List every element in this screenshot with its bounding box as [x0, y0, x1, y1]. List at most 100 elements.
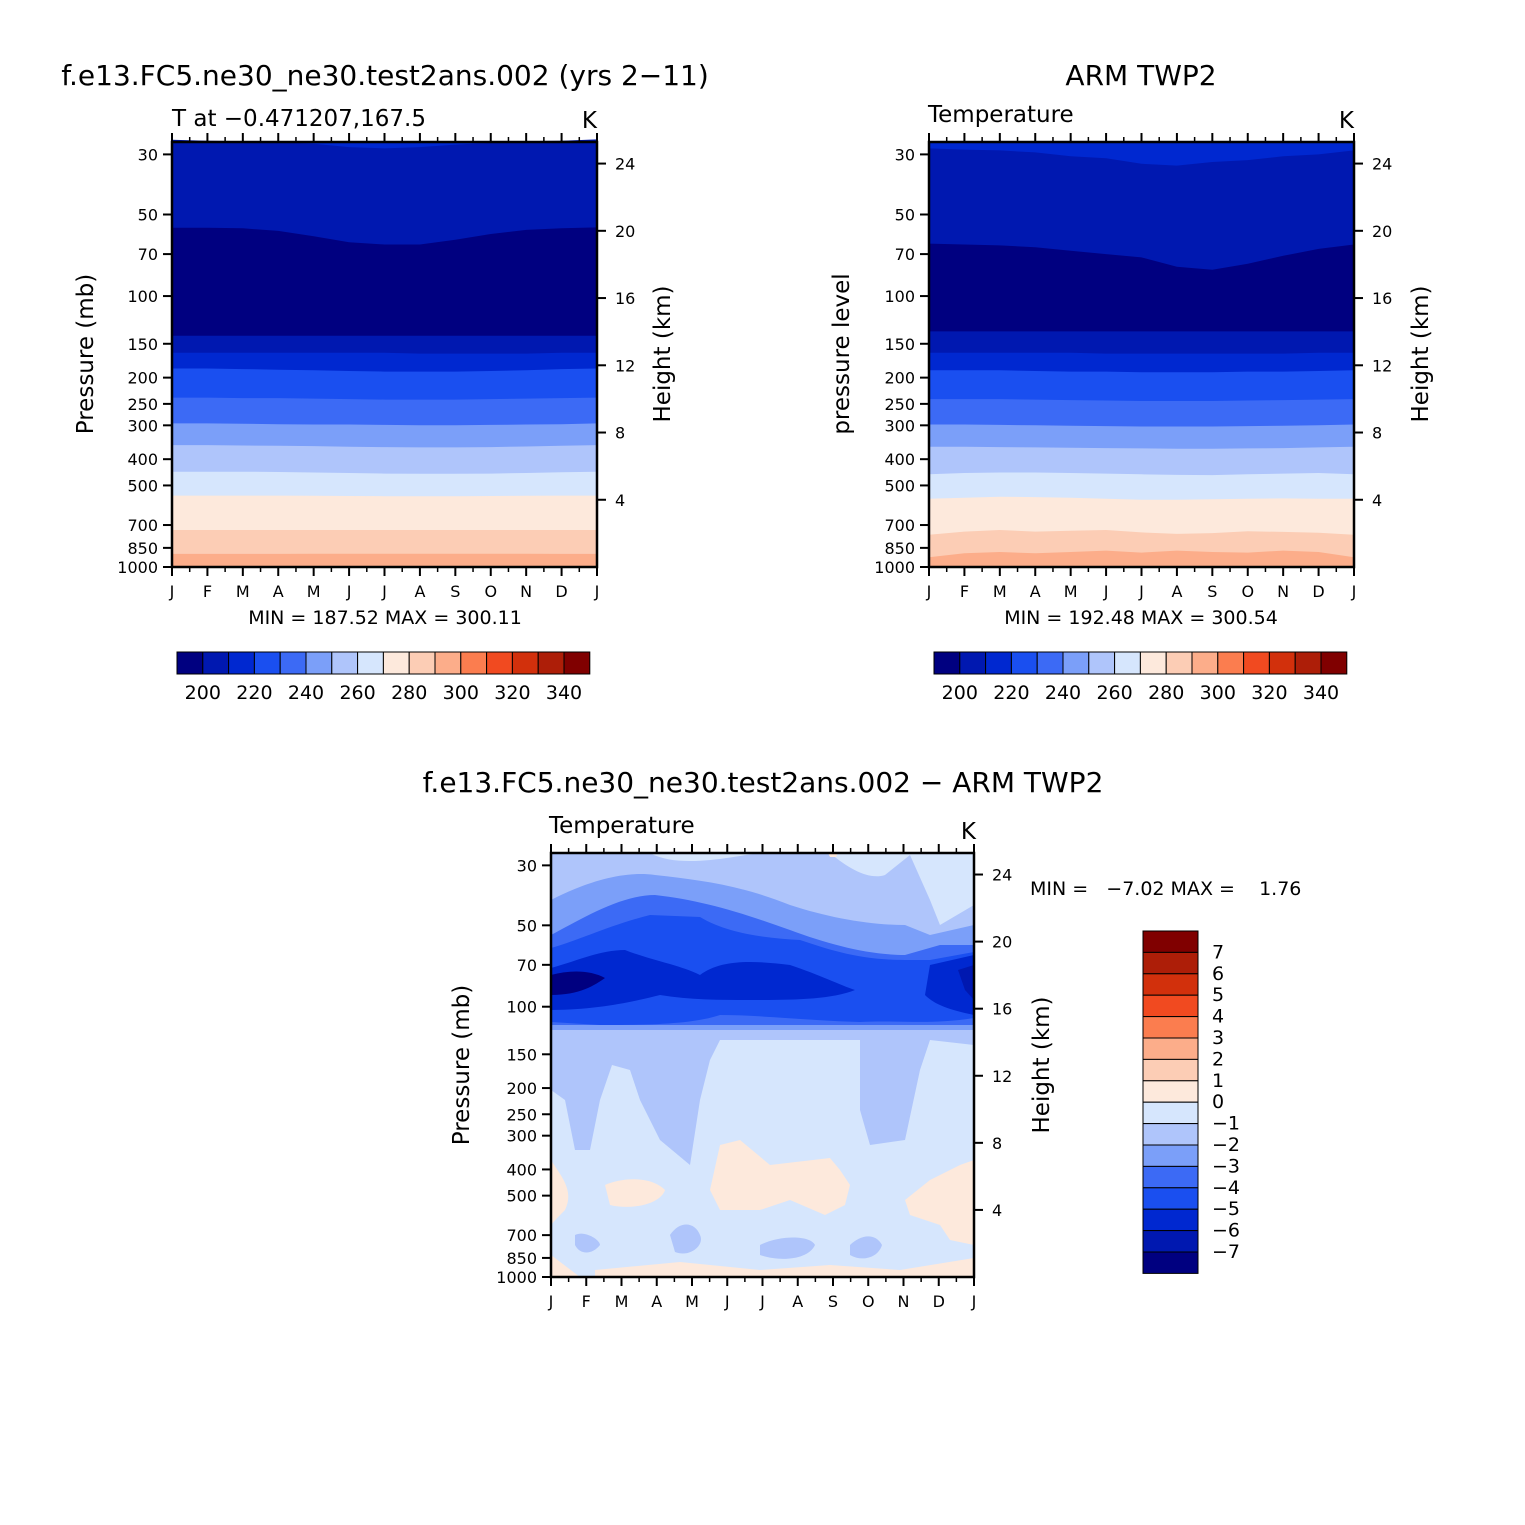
height-tick-label: 12 [615, 356, 635, 375]
colorbar-swatch [1268, 651, 1296, 675]
colorbar-swatch [1191, 651, 1219, 675]
colorbar-label: 4 [1212, 1006, 1224, 1028]
panel-model-subtitle: T at −0.471207,167.5 [171, 106, 426, 132]
y-tick-label: 100 [884, 287, 915, 306]
y-tick-label: 200 [884, 369, 915, 388]
x-tick-label: N [898, 1292, 910, 1311]
y-tick-label: 70 [138, 245, 158, 264]
colorbar-swatch [985, 651, 1012, 675]
x-tick-label: S [450, 582, 460, 601]
colorbar-swatch [563, 651, 591, 675]
panel-diff-ylabel-right: Height (km) [1029, 996, 1055, 1133]
colorbar-swatch [434, 651, 462, 675]
colorbar-label: 240 [1045, 682, 1081, 704]
y-tick-label: 200 [127, 369, 158, 388]
panel-obs-stats: MIN = 192.48 MAX = 300.54 [1004, 607, 1278, 629]
colorbar-swatch [331, 651, 359, 675]
x-tick-label: A [1030, 582, 1041, 601]
panel-diff-stats: MIN = −7.02 MAX = 1.76 [1030, 878, 1301, 900]
y-tick-label: 50 [138, 206, 158, 225]
diff-region-m7 [551, 971, 605, 995]
colorbar-swatch [1142, 994, 1199, 1018]
colorbar-swatch [1088, 651, 1116, 675]
diff-region-m1b [551, 1035, 974, 1165]
y-tick-label: 850 [884, 539, 915, 558]
panel-model-stats: MIN = 187.52 MAX = 300.11 [248, 607, 522, 629]
colorbar-label: 300 [443, 682, 479, 704]
x-tick-label: N [520, 582, 532, 601]
colorbar-swatch [959, 651, 987, 675]
colorbar-label: 1 [1212, 1070, 1224, 1092]
panel-model-colorbar: 200 220 240 260 280 300 320 340 [176, 651, 591, 704]
colorbar-swatch [1142, 1080, 1199, 1103]
x-tick-label: J [594, 582, 600, 601]
panel-diff-units: K [961, 819, 977, 845]
colorbar-swatch [408, 651, 436, 675]
y-tick-label: 250 [884, 395, 915, 414]
colorbar-label: −6 [1212, 1220, 1240, 1242]
panel-model-plot: J F M A M J J A S O N D J 30 50 70 100 150 200 250 300 400 500… [117, 133, 635, 601]
colorbar-swatch [933, 651, 961, 675]
x-tick-label: M [307, 582, 321, 601]
colorbar-swatch [1139, 651, 1167, 675]
height-tick-label: 20 [1372, 222, 1392, 241]
colorbar-swatch [1036, 651, 1064, 675]
colorbar-swatch [1142, 1208, 1199, 1232]
colorbar-label: 200 [942, 682, 978, 704]
y-tick-label: 1000 [117, 558, 158, 577]
y-tick-label: 700 [506, 1226, 537, 1245]
colorbar-label: 320 [494, 682, 530, 704]
x-tick-label: F [960, 582, 969, 601]
height-tick-label: 8 [1372, 424, 1382, 443]
x-tick-label: A [414, 582, 425, 601]
colorbar-label: 300 [1200, 682, 1236, 704]
colorbar-swatch [1142, 1251, 1199, 1274]
panel-model: f.e13.FC5.ne30_ne30.test2ans.002 (yrs 2−… [61, 59, 709, 704]
colorbar-swatch [1320, 651, 1348, 675]
panel-model-ylabel-right: Height (km) [650, 285, 676, 422]
height-tick-label: 8 [992, 1134, 1002, 1153]
y-tick-label: 30 [517, 856, 537, 875]
height-tick-label: 12 [992, 1067, 1012, 1086]
colorbar-label: 0 [1212, 1091, 1224, 1113]
y-tick-label: 250 [127, 395, 158, 414]
x-tick-label: N [1277, 582, 1289, 601]
colorbar-swatch [305, 651, 333, 675]
colorbar-label: −3 [1212, 1155, 1240, 1177]
y-tick-label: 100 [506, 998, 537, 1017]
y-tick-label: 500 [884, 476, 915, 495]
y-tick-label: 500 [127, 476, 158, 495]
x-tick-label: M [993, 582, 1007, 601]
x-tick-label: M [685, 1292, 699, 1311]
colorbar-label: 320 [1251, 682, 1287, 704]
colorbar-swatch [1142, 1187, 1199, 1210]
x-tick-label: J [169, 582, 175, 601]
contour-band-300 [172, 553, 597, 567]
colorbar-swatch [460, 651, 488, 675]
colorbar-swatch [1062, 651, 1090, 675]
y-tick-label: 250 [506, 1105, 537, 1124]
panel-diff-subtitle: Temperature [548, 813, 695, 839]
colorbar-swatch [1142, 1230, 1199, 1253]
colorbar-swatch [202, 651, 230, 675]
y-tick-label: 50 [517, 916, 537, 935]
x-tick-label: S [828, 1292, 838, 1311]
y-tick-label: 300 [884, 416, 915, 435]
x-tick-label: J [971, 1292, 977, 1311]
height-tick-label: 16 [615, 289, 635, 308]
y-tick-label: 1000 [496, 1268, 537, 1287]
colorbar-label: 340 [546, 682, 582, 704]
colorbar-swatch [1243, 651, 1270, 675]
y-tick-label: 150 [884, 335, 915, 354]
colorbar-swatch [1217, 651, 1245, 675]
panel-obs-colorbar: 200 220 240 260 280 300 320 340 [933, 651, 1348, 704]
colorbar-label: 260 [339, 682, 375, 704]
height-tick-label: 12 [1372, 356, 1392, 375]
diff-region-m5 [551, 950, 855, 1010]
y-tick-label: 70 [517, 956, 537, 975]
x-tick-label: J [548, 1292, 554, 1311]
colorbar-swatch [382, 651, 410, 675]
panel-obs-subtitle: Temperature [927, 102, 1074, 128]
x-tick-label: J [1103, 582, 1109, 601]
colorbar-label: −4 [1212, 1177, 1240, 1199]
